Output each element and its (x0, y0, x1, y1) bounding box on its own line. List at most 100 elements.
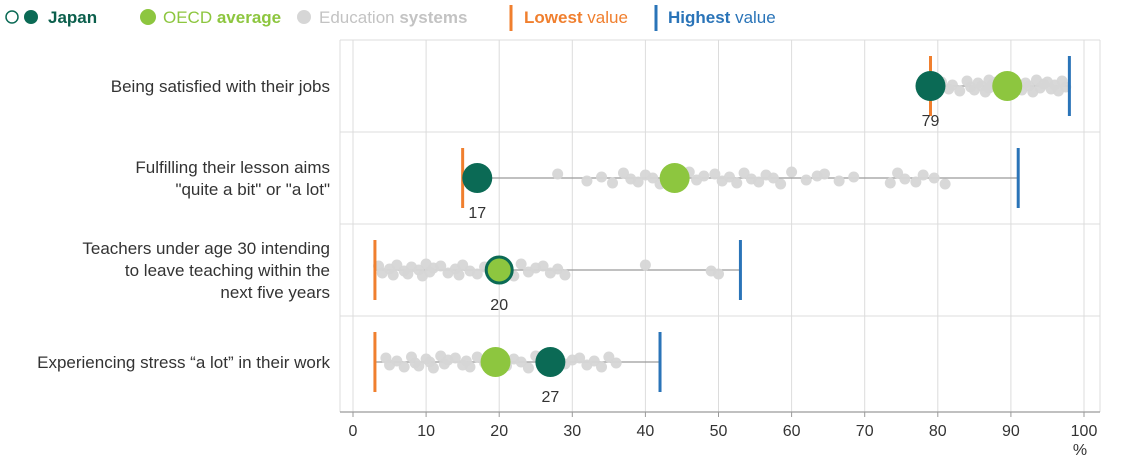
system-point (946, 79, 958, 91)
oecd-point (480, 347, 511, 377)
system-point (899, 173, 911, 185)
system-point (391, 259, 403, 271)
system-point (617, 167, 629, 179)
japan-value-label: 17 (468, 205, 486, 222)
chart-row: Teachers under age 30 intending to leave … (82, 239, 742, 314)
system-point (453, 269, 465, 281)
x-tick-label: 80 (929, 423, 947, 440)
oecd-marker-icon (140, 9, 156, 25)
system-point (457, 259, 469, 271)
system-point (738, 167, 750, 179)
legend: Japan OECD average Education systems Low… (5, 5, 776, 31)
system-point (581, 175, 593, 187)
chart-row: Experiencing stress “a lot” in their wor… (37, 332, 662, 406)
grid (339, 39, 1101, 412)
system-point (515, 356, 527, 368)
x-axis-label: % (1073, 442, 1087, 459)
oecd-point (659, 163, 690, 193)
x-tick-label: 20 (490, 423, 508, 440)
legend-highest: Highest value (668, 8, 776, 27)
system-point (588, 355, 600, 367)
system-point (449, 352, 461, 364)
japan-value-label: 20 (490, 297, 508, 314)
system-point (800, 174, 812, 186)
x-tick-label: 10 (417, 423, 435, 440)
system-point (596, 361, 608, 373)
japan-point (462, 163, 493, 193)
system-point (574, 352, 586, 364)
system-point (471, 351, 483, 363)
japan-value-label: 27 (541, 389, 559, 406)
row-label: Experiencing stress “a lot” in their wor… (37, 353, 330, 372)
system-point (698, 170, 710, 182)
system-point (435, 260, 447, 272)
japan-hollow-marker-icon (5, 10, 19, 24)
row-label: Fulfilling their lesson aims (135, 158, 330, 177)
system-point (767, 172, 779, 184)
system-point (537, 260, 549, 272)
japan-marker-icon (24, 10, 38, 24)
system-point (552, 168, 564, 180)
system-point (427, 362, 439, 374)
system-point (892, 167, 904, 179)
chart-row: Fulfilling their lesson aims "quite a bit… (135, 148, 1020, 222)
system-point (753, 176, 765, 188)
system-point (387, 269, 399, 281)
system-point (596, 171, 608, 183)
system-point (515, 258, 527, 270)
system-point (639, 259, 651, 271)
x-tick-label: 70 (856, 423, 874, 440)
system-point (939, 178, 951, 190)
system-point (731, 177, 743, 189)
system-point (552, 263, 564, 275)
row-label: next five years (220, 283, 330, 302)
system-point (610, 357, 622, 369)
system-point (928, 172, 940, 184)
system-point (413, 360, 425, 372)
legend-education-systems: Education systems (319, 8, 467, 27)
system-point (848, 171, 860, 183)
x-axis: 0 10 20 30 40 50 60 70 80 90 100% (340, 411, 1100, 459)
system-point (713, 268, 724, 280)
system-point (818, 168, 830, 180)
system-point (775, 178, 787, 190)
oecd-point (992, 71, 1023, 101)
system-point (398, 361, 410, 373)
system-point (632, 176, 644, 188)
legend-lowest: Lowest value (524, 8, 628, 27)
system-point (884, 177, 896, 189)
chart-row: Being satisfied with their jobs 79 (111, 56, 1072, 130)
japan-value-label: 79 (922, 113, 940, 130)
row-label: "quite a bit" or "a lot" (175, 180, 330, 199)
system-point (607, 177, 619, 189)
legend-japan: Japan (48, 8, 97, 27)
system-point (522, 362, 534, 374)
x-tick-label: 90 (1002, 423, 1020, 440)
legend-oecd: OECD average (163, 8, 281, 27)
system-point (709, 168, 721, 180)
system-point (917, 169, 929, 181)
system-point (559, 269, 571, 281)
x-tick-label: 100 (1071, 423, 1098, 440)
japan-point (535, 347, 566, 377)
system-point (910, 176, 922, 188)
system-point (603, 351, 615, 363)
x-tick-label: 50 (710, 423, 728, 440)
system-point (647, 172, 659, 184)
system-point (723, 171, 735, 183)
x-tick-label: 30 (563, 423, 581, 440)
plot-rows: Being satisfied with their jobs 79 Fulfill… (37, 56, 1072, 406)
japan-point (915, 71, 946, 101)
row-label: Being satisfied with their jobs (111, 77, 330, 96)
oecd-point (484, 255, 514, 285)
row-label: Teachers under age 30 intending (82, 239, 330, 258)
system-point (471, 268, 483, 280)
x-tick-label: 40 (637, 423, 655, 440)
system-point (833, 175, 845, 187)
systems-marker-icon (297, 10, 311, 24)
system-point (391, 355, 403, 367)
x-tick-label: 60 (783, 423, 801, 440)
row-label: to leave teaching within the (125, 261, 330, 280)
system-point (954, 85, 966, 97)
